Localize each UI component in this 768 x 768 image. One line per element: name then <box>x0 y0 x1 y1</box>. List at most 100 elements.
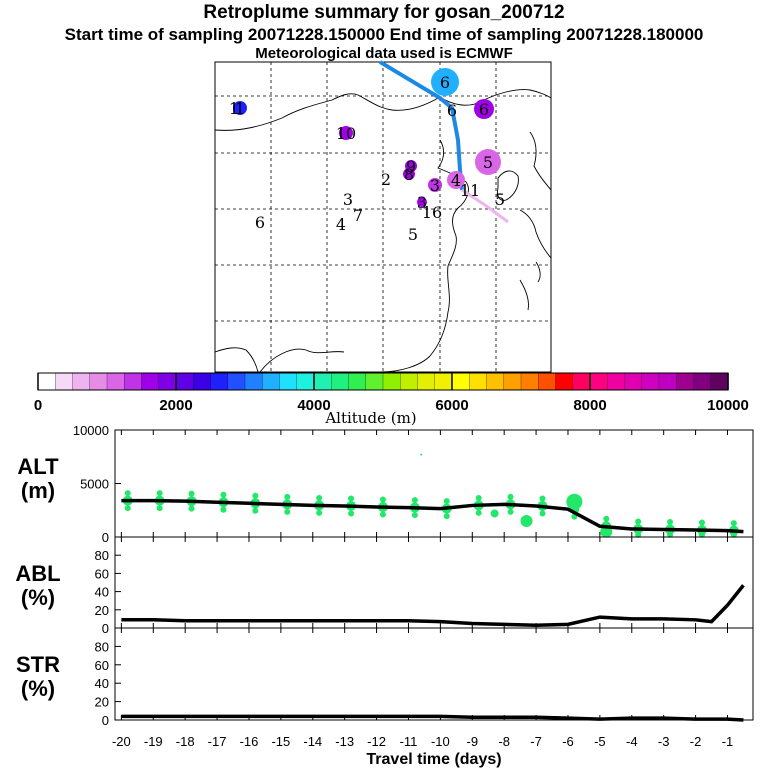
cluster-label: 8 <box>404 165 414 184</box>
colorbar-cell <box>589 372 608 391</box>
colorbar-cell <box>417 372 436 391</box>
x-tick-label: -10 <box>431 734 450 749</box>
x-tick-label: -15 <box>271 734 290 749</box>
altitude-scatter-point <box>316 509 323 516</box>
coastline <box>259 348 345 373</box>
y-tick-label: 40 <box>95 585 109 600</box>
cluster-marker <box>339 126 353 140</box>
cluster-label: 6 <box>479 100 489 119</box>
altitude-scatter-point <box>348 495 355 502</box>
cluster-label: 5 <box>495 190 505 209</box>
altitude-scatter-point <box>698 519 705 526</box>
altitude-scatter-point <box>443 498 450 505</box>
y-tick-label: 80 <box>95 548 109 563</box>
colorbar-tick-label: 10000 <box>707 397 749 414</box>
y-tick-label: 0 <box>102 713 109 728</box>
altitude-scatter-point <box>411 497 418 504</box>
colorbar-cell <box>434 372 453 391</box>
cluster-label: 3 <box>343 190 353 209</box>
y-tick-label: 10000 <box>73 423 109 438</box>
x-tick-label: -1 <box>722 734 734 749</box>
altitude-scatter-point <box>411 512 418 519</box>
colorbar-cell <box>348 372 367 391</box>
y-tick-label: 60 <box>95 566 109 581</box>
altitude-scatter-point <box>220 491 227 498</box>
altitude-scatter-point <box>730 531 737 538</box>
altitude-scatter-point <box>475 509 482 516</box>
colorbar-tick-label: 8000 <box>573 397 606 414</box>
altitude-scatter-point <box>635 518 642 525</box>
cluster-label: 5 <box>483 153 493 172</box>
altitude-scatter-point <box>566 493 583 510</box>
colorbar-cell <box>676 372 695 391</box>
x-tick-label: -4 <box>626 734 638 749</box>
cluster-label: 5 <box>408 225 418 244</box>
colorbar-cell <box>106 372 125 391</box>
colorbar-cell <box>469 372 488 391</box>
cluster-label: 7 <box>353 206 363 225</box>
series-line-abl <box>121 584 745 628</box>
y-tick-label: 0 <box>102 621 109 636</box>
altitude-scatter-point <box>667 519 674 526</box>
meteo-source: Meteorological data used is ECMWF <box>255 45 513 62</box>
x-tick-label: -12 <box>367 734 386 749</box>
cluster-label: 4 <box>336 215 346 234</box>
panel-label-abl: ABL <box>15 561 60 586</box>
x-tick-label: -11 <box>400 734 418 749</box>
colorbar-cell <box>296 372 315 391</box>
panel-label-str: STR <box>16 652 60 677</box>
colorbar-cell <box>486 372 505 391</box>
x-tick-label: -2 <box>690 734 702 749</box>
colorbar-cell <box>607 372 626 391</box>
altitude-scatter-point <box>156 505 163 512</box>
x-tick-label: -19 <box>144 734 163 749</box>
cluster-label: 3 <box>417 193 427 212</box>
colorbar-cell <box>141 372 160 391</box>
x-tick-label: -16 <box>240 734 259 749</box>
altitude-scatter-point <box>252 492 259 499</box>
colorbar-cell <box>89 372 108 391</box>
colorbar-cell <box>55 372 74 391</box>
y-tick-label: 80 <box>95 639 109 654</box>
colorbar-tick-label: 6000 <box>435 397 468 414</box>
altitude-scatter-point <box>284 508 291 515</box>
cluster-marker <box>447 171 465 189</box>
x-tick-label: -13 <box>335 734 354 749</box>
colorbar-cell <box>572 372 591 391</box>
colorbar-cell <box>400 372 419 391</box>
cluster-label: 6 <box>440 73 450 92</box>
colorbar-title: Altitude (m) <box>324 409 416 427</box>
colorbar-cell <box>624 372 643 391</box>
y-tick-label: 5000 <box>80 477 109 492</box>
coastline <box>214 347 259 373</box>
x-tick-label: -6 <box>562 734 574 749</box>
panel-unit-str: (%) <box>21 676 55 701</box>
cluster-label: 6 <box>447 101 457 120</box>
altitude-scatter-point <box>507 508 514 515</box>
y-tick-label: 60 <box>95 658 109 673</box>
colorbar-cell <box>37 372 56 391</box>
altitude-scatter-point <box>539 510 546 517</box>
x-tick-label: -7 <box>530 734 542 749</box>
colorbar-cell <box>313 372 332 391</box>
panel-frame-str <box>114 627 754 721</box>
time-series-panels: 0500010000ALT(m)020406080ABL(%)020406080… <box>15 423 754 768</box>
colorbar-cell <box>538 372 557 391</box>
altitude-scatter-point <box>156 490 163 497</box>
altitude-scatter-point <box>475 494 482 501</box>
series-line-str <box>121 714 744 722</box>
cluster-marker <box>403 168 415 180</box>
colorbar-cell <box>279 372 298 391</box>
altitude-scatter-point <box>348 510 355 517</box>
panel-frame-abl <box>114 536 754 629</box>
colorbar-cell <box>72 372 91 391</box>
colorbar-cell <box>382 372 401 391</box>
colorbar: 0 2000 4000 6000 8000 10000 Altitude (m) <box>34 372 749 427</box>
sampling-times: Start time of sampling 20071228.150000 E… <box>64 25 704 44</box>
altitude-scatter-point <box>220 506 227 513</box>
panel-unit-abl: (%) <box>21 585 55 610</box>
cluster-marker <box>474 99 494 119</box>
altitude-scatter-point <box>252 507 259 514</box>
colorbar-tick-label: 4000 <box>297 397 330 414</box>
altitude-scatter-point <box>124 490 131 497</box>
